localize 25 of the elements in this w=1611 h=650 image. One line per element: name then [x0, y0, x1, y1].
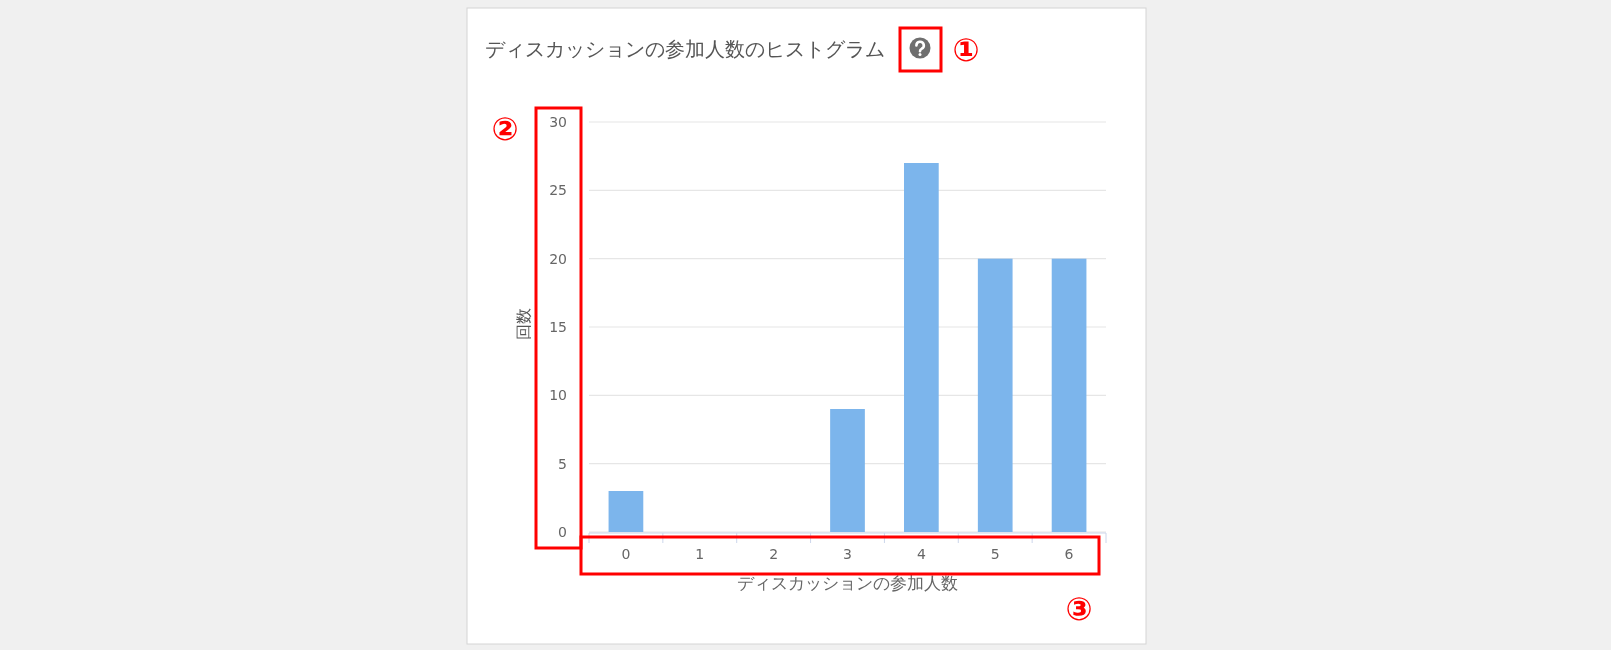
x-tick-label: 2	[769, 546, 779, 562]
bar	[830, 409, 865, 532]
bar	[977, 258, 1013, 532]
text: ①	[952, 31, 980, 69]
chart-title: ディスカッションの参加人数のヒストグラム	[485, 38, 885, 61]
bar	[904, 163, 939, 532]
x-tick-label: 6	[1064, 546, 1074, 562]
text: ③	[1065, 590, 1093, 628]
text: ②	[491, 110, 519, 148]
y-tick-label: 5	[558, 455, 567, 472]
x-tick-label: 0	[621, 546, 631, 562]
x-tick-label: 3	[843, 546, 852, 562]
y-tick-label: 15	[549, 319, 567, 335]
bar	[1051, 258, 1087, 532]
bar	[608, 491, 644, 532]
x-tick-label: 5	[990, 546, 1000, 562]
x-tick-label: 4	[916, 546, 926, 562]
x-axis-title: ディスカッションの参加人数	[737, 573, 958, 593]
y-axis-title: 回数	[514, 308, 533, 340]
y-tick-label: 10	[549, 387, 567, 404]
y-tick-label: 25	[549, 182, 567, 199]
x-tick-label: 1	[695, 546, 705, 562]
y-tick-label: 20	[549, 250, 567, 267]
y-tick-label: 30	[549, 114, 567, 130]
y-tick-label: 0	[558, 524, 567, 540]
